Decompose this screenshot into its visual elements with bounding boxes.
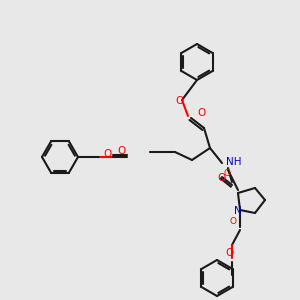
Text: O: O	[225, 248, 233, 258]
Text: O: O	[230, 217, 237, 226]
Text: O: O	[118, 146, 126, 156]
Text: O: O	[223, 169, 230, 178]
Text: O: O	[218, 173, 226, 183]
Text: O: O	[175, 96, 183, 106]
Text: O: O	[103, 149, 111, 159]
Text: NH: NH	[226, 157, 242, 167]
Text: N: N	[234, 206, 242, 216]
Text: O: O	[197, 108, 205, 118]
